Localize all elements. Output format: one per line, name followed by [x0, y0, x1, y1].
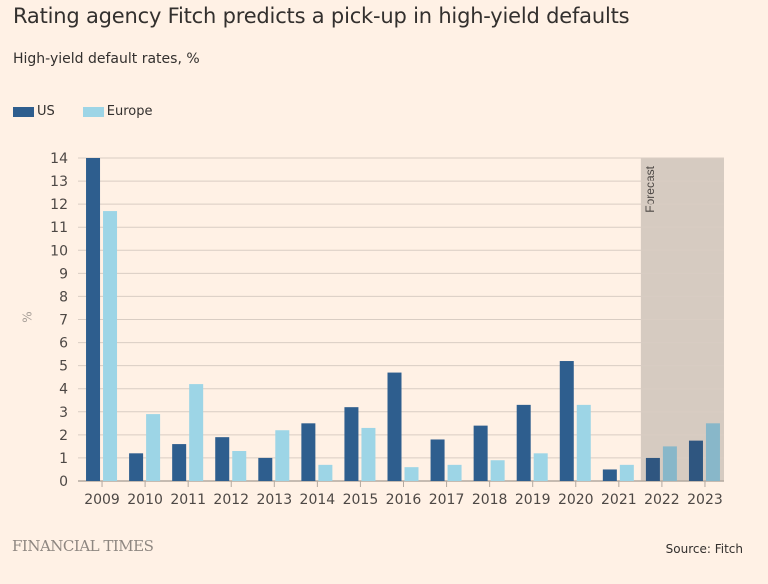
bar-europe	[705, 423, 720, 481]
bar-us	[129, 453, 144, 481]
y-tick-label: 3	[59, 405, 68, 421]
bar-us	[172, 444, 187, 481]
y-tick-label: 4	[59, 382, 68, 398]
x-tick-label: 2018	[472, 492, 508, 508]
x-tick-label: 2012	[213, 492, 249, 508]
bar-us	[301, 423, 316, 481]
bar-us	[344, 407, 359, 481]
bar-europe	[447, 464, 462, 481]
bar-europe	[619, 464, 634, 481]
bar-europe	[232, 451, 247, 481]
y-tick-label: 2	[59, 428, 68, 444]
bar-us	[516, 404, 531, 481]
x-tick-label: 2020	[558, 492, 594, 508]
legend-item-us: US	[13, 104, 55, 119]
x-tick-label: 2021	[601, 492, 637, 508]
bar-europe	[404, 467, 419, 481]
bar-us	[645, 457, 660, 481]
x-tick-label: 2015	[343, 492, 379, 508]
x-tick-label: 2009	[84, 492, 120, 508]
y-tick-label: 14	[50, 151, 68, 167]
y-tick-label: 9	[59, 266, 68, 282]
bar-us	[430, 439, 445, 481]
legend-label-us: US	[37, 104, 55, 119]
x-tick-label: 2023	[687, 492, 723, 508]
ft-logo: FINANCIAL TIMES	[12, 537, 154, 555]
chart-subtitle: High-yield default rates, %	[13, 51, 200, 67]
bar-us	[86, 158, 101, 481]
bar-us	[387, 372, 402, 481]
legend-swatch-europe	[82, 106, 104, 117]
chart-title: Rating agency Fitch predicts a pick-up i…	[13, 4, 630, 28]
bar-us	[559, 361, 574, 481]
bar-us	[602, 469, 617, 481]
y-tick-label: 8	[59, 289, 68, 305]
bar-europe	[576, 404, 591, 481]
bar-europe	[490, 460, 505, 481]
x-tick-label: 2010	[127, 492, 163, 508]
bar-europe	[275, 430, 290, 481]
y-tick-label: 7	[59, 313, 68, 329]
bar-europe	[189, 384, 204, 481]
y-tick-label: 5	[59, 359, 68, 375]
legend: US Europe	[13, 104, 153, 119]
y-tick-label: 0	[59, 474, 68, 490]
y-tick-label: 12	[50, 197, 68, 213]
y-tick-label: 6	[59, 336, 68, 352]
x-tick-label: 2014	[300, 492, 336, 508]
bar-europe	[318, 464, 333, 481]
bar-us	[473, 425, 488, 481]
x-tick-label: 2013	[256, 492, 292, 508]
y-tick-label: 13	[50, 174, 68, 190]
bar-us	[215, 437, 230, 481]
bar-europe	[533, 453, 548, 481]
x-tick-label: 2017	[429, 492, 465, 508]
source-note: Source: Fitch	[665, 542, 743, 556]
bar-us	[258, 457, 273, 481]
y-tick-label: 10	[50, 243, 68, 259]
bar-europe	[146, 414, 161, 481]
bar-europe	[662, 446, 677, 481]
y-tick-label: 1	[59, 451, 68, 467]
y-tick-label: 11	[50, 220, 68, 236]
bar-europe	[103, 211, 118, 482]
x-tick-label: 2019	[515, 492, 551, 508]
legend-label-europe: Europe	[106, 104, 153, 119]
bar-us	[688, 440, 703, 481]
bar-europe	[361, 427, 376, 481]
forecast-label: Forecast	[643, 165, 657, 212]
x-tick-label: 2022	[644, 492, 680, 508]
legend-item-europe: Europe	[82, 104, 153, 119]
x-tick-label: 2011	[170, 492, 206, 508]
legend-swatch-us	[13, 106, 34, 117]
x-tick-label: 2016	[386, 492, 422, 508]
